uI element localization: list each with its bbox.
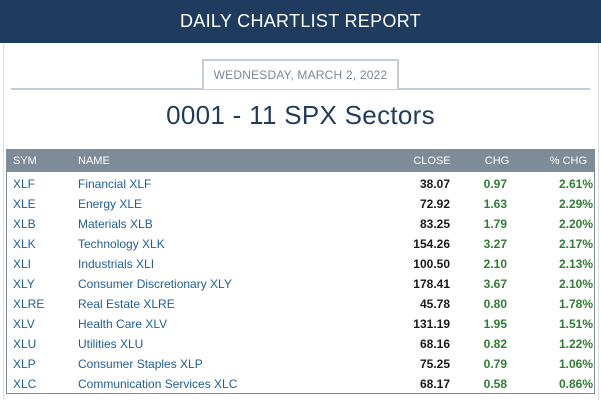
pct-change-value: 2.13% [558,257,593,271]
pct-change-value: 0.86% [558,377,593,391]
close-value: 68.16 [419,337,450,351]
table-row: XLRE Real Estate XLRE 45.78 0.80 1.78% [7,294,594,314]
table-header-row: SYM NAME CLOSE CHG % CHG [7,150,594,172]
change-value: 2.10 [483,257,507,271]
symbol-link[interactable]: XLY [13,277,35,291]
name-link[interactable]: Technology XLK [78,237,165,251]
change-value: 0.79 [483,357,507,371]
name-link[interactable]: Utilities XLU [78,337,144,351]
pct-change-value: 1.78% [558,297,593,311]
table-row: XLV Health Care XLV 131.19 1.95 1.51% [7,314,594,334]
change-value: 3.67 [483,277,507,291]
name-link[interactable]: Real Estate XLRE [78,297,175,311]
chartlist-title: 0001 - 11 SPX Sectors [166,100,435,130]
report-banner: DAILY CHARTLIST REPORT [0,0,601,43]
change-value: 0.82 [483,337,507,351]
pct-change-value: 1.22% [558,337,593,351]
name-link[interactable]: Health Care XLV [78,317,168,331]
table-row: XLI Industrials XLI 100.50 2.10 2.13% [7,254,594,274]
change-value: 1.63 [483,197,507,211]
change-value: 3.27 [483,237,507,251]
top-divider [11,88,590,90]
pct-change-value: 1.06% [558,357,593,371]
banner-title: DAILY CHARTLIST REPORT [179,11,421,31]
pct-change-value: 2.20% [558,217,593,231]
close-value: 178.41 [413,277,450,291]
name-link[interactable]: Financial XLF [78,177,152,191]
name-link[interactable]: Consumer Discretionary XLY [78,277,232,291]
table-row: XLE Energy XLE 72.92 1.63 2.29% [7,194,594,214]
symbol-link[interactable]: XLK [13,237,36,251]
symbol-link[interactable]: XLU [13,337,37,351]
symbol-link[interactable]: XLC [13,377,37,391]
name-link[interactable]: Consumer Staples XLP [78,357,203,371]
table-row: XLK Technology XLK 154.26 3.27 2.17% [7,234,594,254]
close-value: 45.78 [419,297,450,311]
header-sym[interactable]: SYM [13,155,37,167]
change-value: 0.97 [483,177,507,191]
symbol-link[interactable]: XLV [13,317,35,331]
change-value: 1.79 [483,217,507,231]
close-value: 100.50 [413,257,450,271]
symbol-link[interactable]: XLE [13,197,36,211]
close-value: 75.25 [419,357,450,371]
report-frame [3,43,599,400]
table-row: XLF Financial XLF 38.07 0.97 2.61% [7,174,594,194]
name-link[interactable]: Materials XLB [78,217,153,231]
table-row: XLB Materials XLB 83.25 1.79 2.20% [7,214,594,234]
symbol-link[interactable]: XLRE [13,297,45,311]
close-value: 72.92 [419,197,450,211]
report-date-text: WEDNESDAY, MARCH 2, 2022 [213,68,388,82]
pct-change-value: 2.17% [558,237,593,251]
close-value: 83.25 [419,217,450,231]
name-link[interactable]: Industrials XLI [78,257,155,271]
report-date: WEDNESDAY, MARCH 2, 2022 [202,59,399,89]
header-chg[interactable]: CHG [484,155,510,167]
close-value: 154.26 [413,237,450,251]
table-row: XLU Utilities XLU 68.16 0.82 1.22% [7,334,594,354]
change-value: 1.95 [483,317,507,331]
close-value: 68.17 [419,377,450,391]
table-row: XLC Communication Services XLC 68.17 0.58 0.… [7,374,594,394]
symbol-link[interactable]: XLB [13,217,36,231]
table-row: XLP Consumer Staples XLP 75.25 0.79 1.06% [7,354,594,374]
name-link[interactable]: Energy XLE [78,197,143,211]
symbol-link[interactable]: XLF [13,177,36,191]
pct-change-value: 1.51% [558,317,593,331]
name-link[interactable]: Communication Services XLC [78,377,238,391]
header-pct-chg[interactable]: % CHG [549,155,587,167]
header-name[interactable]: NAME [78,155,110,167]
close-value: 131.19 [413,317,450,331]
change-value: 0.58 [483,377,507,391]
table-row: XLY Consumer Discretionary XLY 178.41 3.67 2… [7,274,594,294]
table-body: XLF Financial XLF 38.07 0.97 2.61% XLE Energy … [7,172,594,394]
symbol-link[interactable]: XLP [13,357,36,371]
sector-table: SYM NAME CLOSE CHG % CHG XLF Financial XL… [6,149,595,394]
symbol-link[interactable]: XLI [13,257,32,271]
pct-change-value: 2.61% [558,177,593,191]
pct-change-value: 2.29% [558,197,593,211]
pct-change-value: 2.10% [558,277,593,291]
header-close[interactable]: CLOSE [413,155,451,167]
close-value: 38.07 [419,177,450,191]
change-value: 0.80 [483,297,507,311]
